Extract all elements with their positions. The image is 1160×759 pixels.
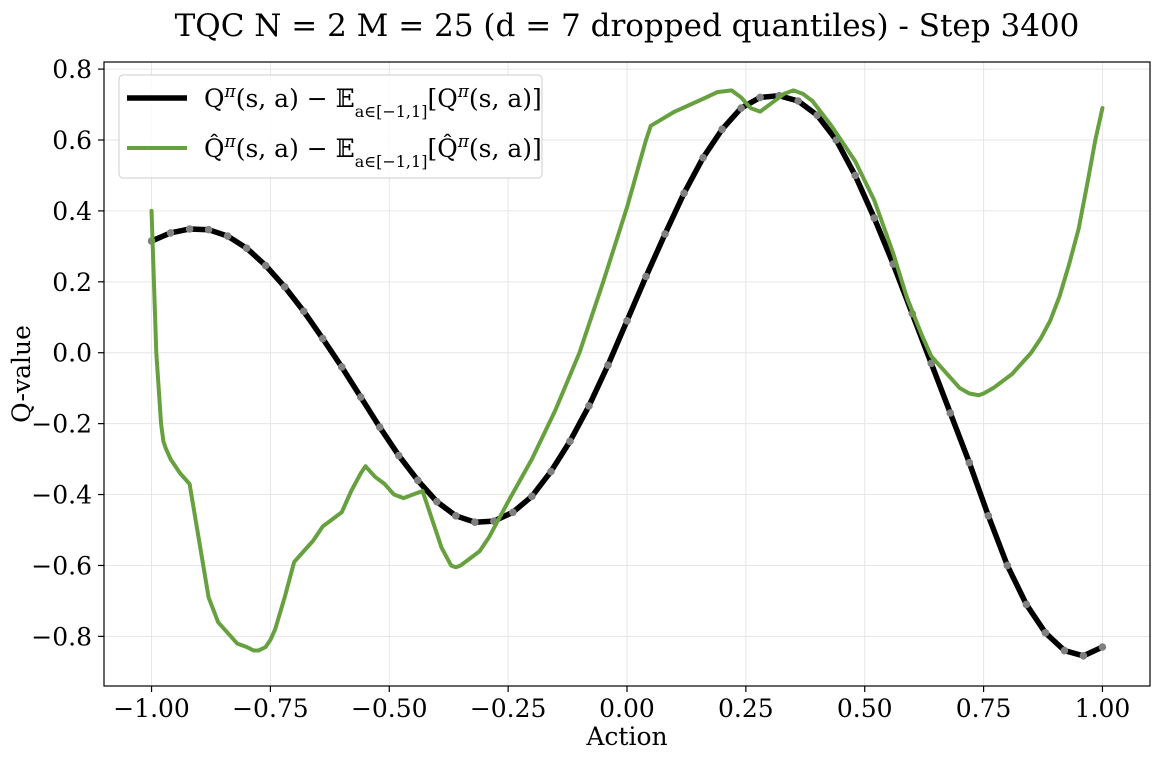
y-tick-label: −0.6: [31, 551, 92, 580]
x-tick-label: 0.00: [599, 694, 655, 723]
series-true-q-point: [1041, 629, 1050, 637]
series-true-q-point: [433, 497, 441, 506]
series-approx-q-line: [149, 88, 1105, 653]
series-true-q-point: [756, 93, 764, 102]
series-true-q-point: [794, 97, 802, 105]
series-true-q-point: [242, 244, 251, 252]
chart-title: TQC N = 2 M = 25 (d = 7 dropped quantile…: [175, 8, 1080, 44]
series-true-q-point: [718, 125, 726, 134]
series-true-q-point: [946, 409, 955, 417]
series-true-q-point: [204, 225, 213, 234]
y-tick-label: −0.8: [31, 622, 92, 651]
series-true-q-point: [394, 451, 403, 460]
series-true-q-point: [528, 492, 536, 501]
series-true-q-point: [1003, 561, 1012, 570]
y-tick-label: 0.6: [52, 126, 92, 155]
series-true-q-point: [547, 467, 555, 476]
series-true-q-point: [604, 361, 612, 369]
x-tick-label: −1.00: [113, 694, 190, 723]
series-true-q-point: [642, 272, 650, 281]
series-true-q-point: [414, 476, 422, 485]
x-tick-label: 0.50: [837, 694, 893, 723]
y-tick-label: 0.8: [52, 55, 92, 84]
series-true-q-point: [737, 104, 745, 112]
series-true-q-point: [223, 232, 232, 240]
series-true-q-point: [1022, 600, 1031, 609]
series-true-q-point: [661, 230, 669, 238]
series-true-q-point: [261, 261, 270, 270]
series-true-q-point: [185, 225, 194, 233]
y-tick-label: 0.4: [52, 197, 92, 226]
legend: Qπ(s, a) − 𝔼a∈[−1,1][Qπ(s, a)] Q̂π(s, a)…: [118, 74, 543, 179]
series-true-q-point: [813, 111, 821, 119]
series-true-q-point: [1079, 652, 1088, 660]
x-axis-label: Action: [585, 722, 667, 751]
y-tick-label: −0.2: [31, 410, 92, 439]
series-true-q-point: [566, 437, 574, 446]
series-true-q-point: [680, 189, 688, 197]
series-true-q-point: [509, 508, 517, 517]
y-axis-label: Q-value: [7, 325, 36, 423]
series-layer: [147, 88, 1107, 660]
series-true-q-point: [452, 512, 460, 520]
series-true-q-point: [965, 458, 974, 467]
y-tick-label: 0.0: [52, 339, 92, 368]
x-tick-label: 1.00: [1075, 694, 1131, 723]
series-true-q-point: [585, 402, 593, 410]
grid-layer: [104, 62, 1150, 686]
series-true-q-point: [337, 363, 346, 371]
series-true-q-point: [623, 317, 631, 325]
series-true-q-point: [870, 214, 879, 222]
series-true-q-point: [375, 423, 384, 431]
series-true-q-point: [166, 229, 175, 237]
x-tick-label: 0.25: [718, 694, 774, 723]
series-true-q-point: [927, 359, 936, 368]
x-tick-label: −0.75: [232, 694, 309, 723]
series-true-q-point: [471, 518, 479, 526]
series-true-q-point: [299, 307, 308, 316]
series-true-q-point: [851, 171, 860, 180]
legend-box: [118, 74, 543, 179]
series-true-q-point: [1098, 643, 1107, 651]
series-true-q-point: [356, 393, 365, 401]
tick-layer: −1.00 −0.75 −0.50 −0.25 0.00 0.25 0.50 0.75 1.00…: [31, 55, 1130, 723]
x-tick-label: 0.75: [956, 694, 1012, 723]
x-tick-label: −0.25: [470, 694, 547, 723]
x-tick-label: −0.50: [351, 694, 428, 723]
series-true-q-point: [984, 512, 993, 520]
series-true-q-point: [318, 334, 327, 343]
series-true-q-point: [280, 282, 289, 291]
series-true-q-point: [699, 153, 707, 162]
y-tick-label: −0.4: [31, 481, 92, 510]
y-tick-label: 0.2: [52, 268, 92, 297]
series-true-q-point: [1060, 646, 1069, 655]
